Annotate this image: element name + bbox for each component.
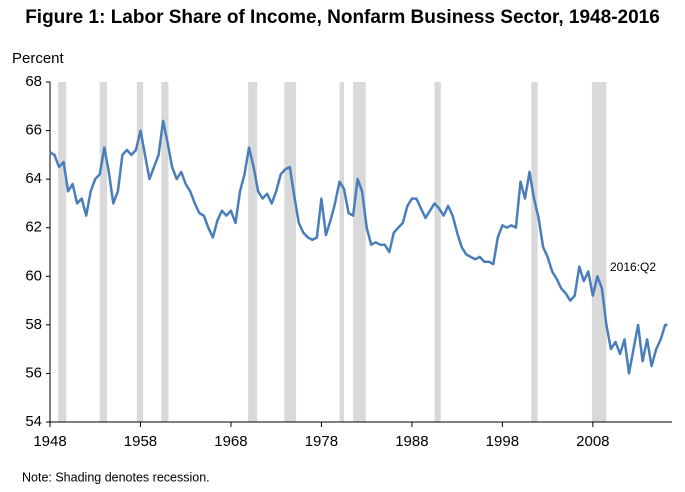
recession-band: [531, 82, 538, 422]
y-axis-label: Percent: [12, 50, 65, 67]
x-tick-label: 1948: [33, 433, 66, 450]
recession-band: [284, 82, 297, 422]
x-tick-label: 1978: [305, 433, 338, 450]
x-tick-label: 1998: [486, 433, 519, 450]
recession-band: [434, 82, 441, 422]
y-tick-label: 54: [25, 413, 42, 430]
recession-band: [339, 82, 345, 422]
recession-band: [248, 82, 258, 422]
x-tick-label: 1968: [214, 433, 247, 450]
y-tick-label: 66: [25, 122, 42, 139]
recession-band: [591, 82, 607, 422]
x-tick-label: 1958: [124, 433, 157, 450]
data-line: [49, 119, 668, 375]
recession-band: [136, 82, 144, 422]
y-tick-label: 62: [25, 219, 42, 236]
x-tick-label: 1988: [395, 433, 428, 450]
note: Note: Shading denotes recession.: [22, 470, 210, 484]
y-tick-label: 60: [25, 267, 42, 284]
y-tick-label: 64: [25, 170, 42, 187]
annotation: 2016:Q2: [610, 260, 656, 274]
y-tick-label: 68: [25, 73, 42, 90]
recession-band: [58, 82, 67, 422]
y-tick-label: 58: [25, 316, 42, 333]
x-tick-label: 2008: [576, 433, 609, 450]
recession-band: [161, 82, 169, 422]
y-tick-label: 56: [25, 364, 42, 381]
recession-band: [353, 82, 366, 422]
recession-band: [99, 82, 107, 422]
chart-title: Figure 1: Labor Share of Income, Nonfarm…: [25, 7, 660, 28]
